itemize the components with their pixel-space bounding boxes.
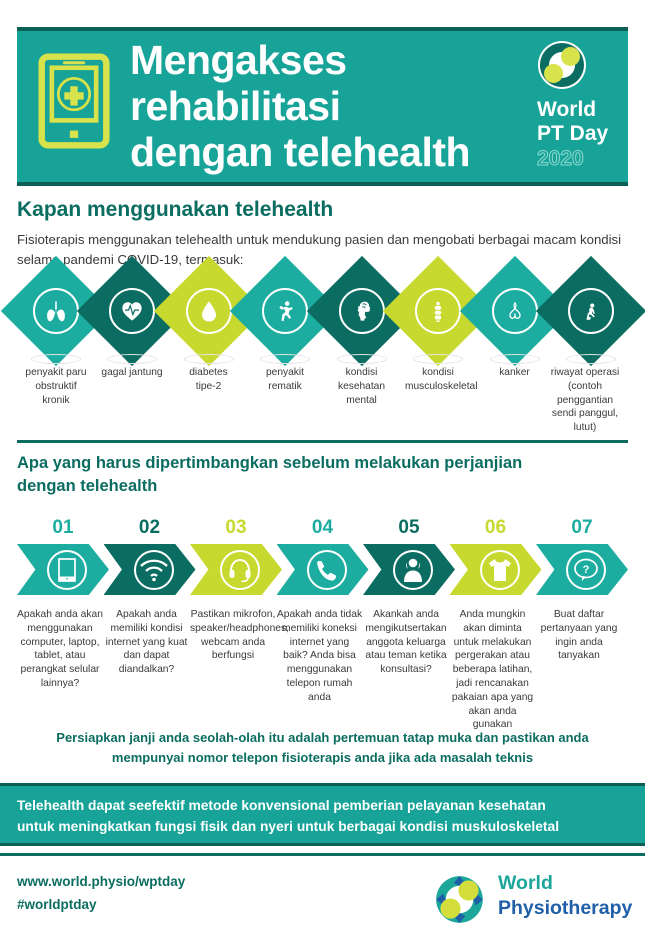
svg-text:?: ? — [583, 564, 590, 576]
